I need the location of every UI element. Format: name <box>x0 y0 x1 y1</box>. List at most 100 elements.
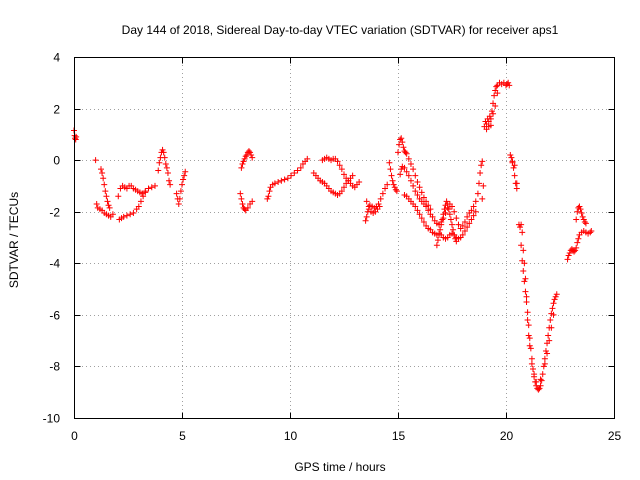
data-point <box>513 185 520 192</box>
data-point <box>275 179 282 186</box>
data-point <box>99 170 106 177</box>
data-point <box>541 355 548 362</box>
series-seg-02h-b <box>116 188 149 223</box>
data-point <box>388 172 395 179</box>
x-axis-label: GPS time / hours <box>294 460 385 474</box>
series-seg-20h-drop <box>507 151 520 192</box>
series-seg-09h-a <box>264 155 311 202</box>
data-point <box>338 188 345 195</box>
data-point <box>237 190 244 197</box>
data-point <box>472 208 479 215</box>
data-point <box>399 139 406 146</box>
data-point <box>437 226 444 233</box>
data-point <box>541 360 548 367</box>
data-point <box>393 188 400 195</box>
data-point <box>520 268 527 275</box>
data-point <box>109 211 116 218</box>
data-point <box>384 181 391 188</box>
data-point <box>341 171 347 178</box>
data-point <box>164 170 171 177</box>
data-point <box>101 181 108 188</box>
data-point <box>397 171 404 178</box>
data-point <box>530 366 536 373</box>
data-point <box>573 244 580 251</box>
data-point <box>580 216 587 223</box>
data-point <box>553 291 560 298</box>
data-point <box>407 161 414 168</box>
data-point <box>249 198 256 205</box>
y-tick-label: -2 <box>49 206 60 220</box>
x-tick-label: 10 <box>284 429 298 443</box>
data-point <box>382 185 389 192</box>
data-point <box>115 193 122 200</box>
data-point <box>139 190 146 197</box>
data-point <box>588 228 595 235</box>
grid-lines <box>74 57 614 418</box>
data-point <box>446 211 453 218</box>
data-point <box>241 206 248 213</box>
data-point <box>522 288 529 295</box>
data-point <box>376 203 383 210</box>
data-point <box>392 186 399 193</box>
data-point <box>533 378 540 385</box>
series-seg-17h-e <box>433 198 460 249</box>
data-point <box>459 231 466 238</box>
data-point <box>443 198 450 205</box>
data-point <box>356 179 363 186</box>
data-point <box>403 168 410 175</box>
data-point <box>545 332 552 339</box>
data-point <box>587 229 594 236</box>
series-seg-23h-b <box>573 203 589 227</box>
series-seg-21h-dip-b <box>518 242 557 385</box>
data-point <box>249 154 256 161</box>
data-point <box>479 158 486 165</box>
data-point <box>386 159 393 166</box>
data-point <box>414 179 421 186</box>
data-point <box>468 216 475 223</box>
data-point <box>145 185 152 192</box>
data-point <box>418 189 425 196</box>
data-point <box>453 238 460 245</box>
data-point <box>527 345 534 352</box>
data-point <box>104 198 111 205</box>
data-point <box>161 154 168 161</box>
data-point <box>528 355 535 362</box>
data-point <box>162 161 169 168</box>
data-point <box>461 228 468 235</box>
data-point <box>244 204 251 211</box>
data-point <box>488 108 495 115</box>
data-point <box>135 203 142 210</box>
data-point <box>284 175 291 182</box>
data-point <box>466 220 473 227</box>
series-seg-02h-a <box>115 182 158 200</box>
data-point <box>239 161 246 168</box>
data-point <box>264 195 271 202</box>
data-point <box>464 224 471 231</box>
data-point <box>518 242 525 249</box>
data-point <box>547 317 554 324</box>
data-point <box>565 252 572 259</box>
data-point <box>271 180 278 187</box>
data-point <box>521 278 528 285</box>
data-point <box>375 200 382 207</box>
axis-ticks <box>74 57 615 419</box>
data-point <box>459 222 466 229</box>
series-seg-05h-a <box>173 168 189 207</box>
data-point <box>440 211 447 218</box>
data-point <box>550 300 557 307</box>
data-point <box>238 164 245 171</box>
data-point <box>266 188 273 195</box>
data-point <box>526 342 533 349</box>
data-point <box>492 102 499 109</box>
data-point <box>433 242 440 249</box>
data-point <box>391 184 398 191</box>
data-point <box>248 151 255 158</box>
data-point <box>181 172 188 179</box>
data-point <box>175 200 182 207</box>
data-point <box>518 221 525 228</box>
data-point <box>526 335 533 342</box>
data-point <box>148 184 155 191</box>
data-point <box>436 231 443 238</box>
data-point <box>416 211 423 218</box>
series-seg-00h-a <box>71 127 80 143</box>
